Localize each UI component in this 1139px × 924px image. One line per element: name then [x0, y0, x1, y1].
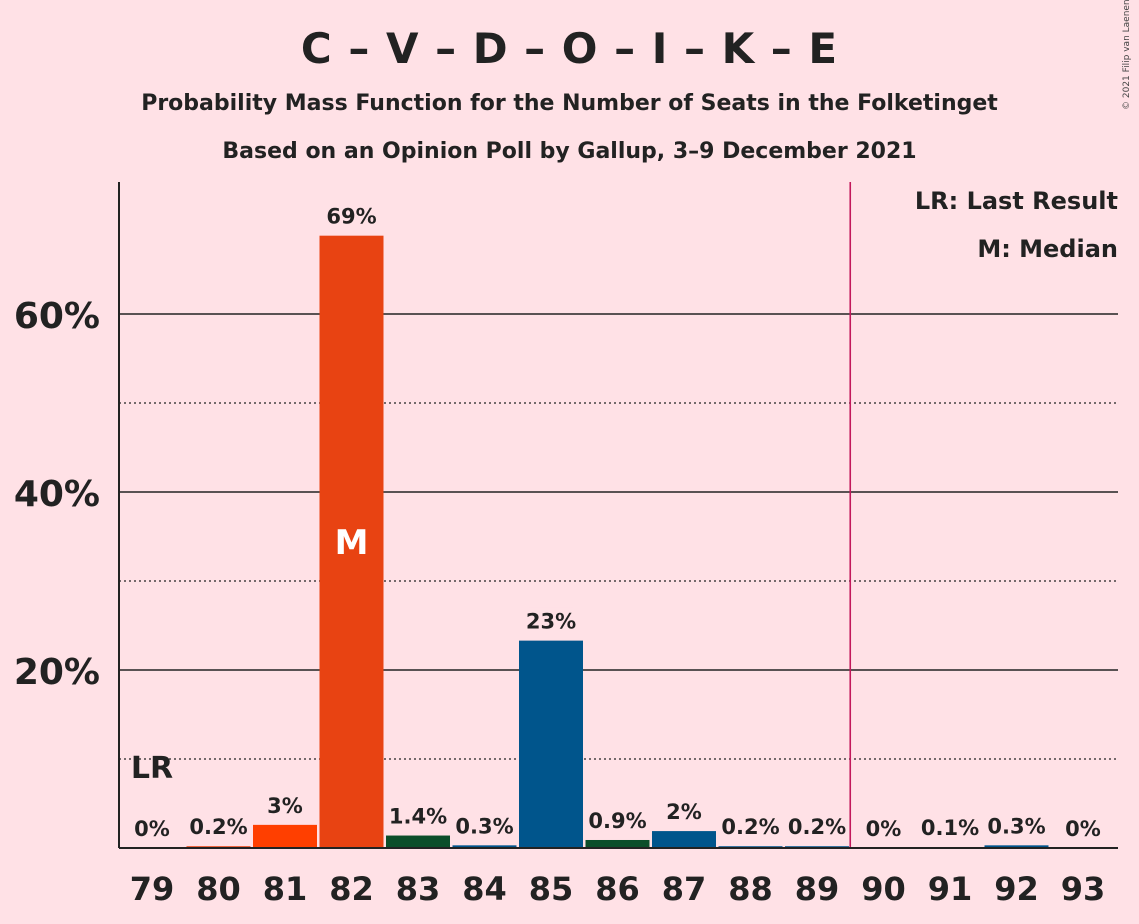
value-label-91: 0.1%	[921, 816, 979, 840]
value-label-80: 0.2%	[189, 815, 247, 839]
value-label-85: 23%	[526, 610, 576, 634]
value-label-bg	[722, 813, 779, 842]
bar-87	[652, 831, 716, 848]
x-tick-label-90: 90	[861, 870, 906, 908]
y-tick-label: 60%	[14, 296, 100, 337]
value-label-bg	[390, 802, 446, 831]
x-tick-label-80: 80	[196, 870, 241, 908]
chart-subtitle-source: Based on an Opinion Poll by Gallup, 3–9 …	[222, 139, 917, 164]
x-tick-label-91: 91	[928, 870, 973, 908]
value-label-bg	[269, 791, 301, 820]
value-label-bg	[589, 806, 646, 835]
value-label-84: 0.3%	[455, 814, 513, 838]
x-tick-label-84: 84	[462, 870, 507, 908]
bar-86	[585, 839, 650, 848]
x-tick-label-82: 82	[329, 870, 374, 908]
value-label-88: 0.2%	[721, 815, 779, 839]
chart-title: C – V – D – O – I – K – E	[300, 24, 839, 73]
value-label-bg	[867, 815, 900, 843]
chart-subtitle: Probability Mass Function for the Number…	[141, 91, 998, 116]
median-marker: M	[335, 523, 369, 563]
x-tick-label-85: 85	[529, 870, 574, 908]
value-label-86: 0.9%	[588, 809, 646, 833]
x-tick-label-86: 86	[595, 870, 640, 908]
value-label-90: 0%	[866, 817, 902, 841]
legend-last-result: LR: Last Result	[915, 187, 1118, 215]
value-label-bg	[136, 815, 168, 843]
bar-92	[984, 845, 1049, 848]
value-labels: 0% 0.2% 3% 69% 1.4% 0.3% 23% 0.9% 2% 0.2% 0.2% 0% 0.…	[131, 202, 1101, 843]
bar-85	[519, 640, 583, 848]
value-label-bg	[190, 813, 247, 842]
value-label-bg	[922, 814, 978, 843]
value-label-87: 2%	[666, 800, 702, 824]
x-tick-label-87: 87	[662, 870, 707, 908]
value-label-bg	[1067, 815, 1099, 843]
last-result-marker: LR	[131, 751, 173, 786]
y-tick-label: 40%	[14, 474, 100, 515]
value-label-bg	[988, 812, 1045, 841]
bar-84	[452, 845, 517, 848]
value-label-82: 69%	[326, 205, 376, 229]
x-tick-label-81: 81	[263, 870, 308, 908]
x-tick-label-83: 83	[396, 870, 441, 908]
value-label-bg	[789, 813, 845, 842]
x-tick-label-79: 79	[130, 870, 175, 908]
value-label-bg	[529, 607, 573, 636]
value-label-83: 1.4%	[389, 805, 447, 829]
value-label-93: 0%	[1065, 817, 1101, 841]
gridlines	[119, 182, 1118, 848]
bar-83	[386, 835, 450, 848]
y-tick-label: 20%	[14, 652, 100, 693]
bar-81	[253, 824, 317, 848]
legend-median: M: Median	[977, 235, 1118, 263]
value-label-79: 0%	[134, 817, 170, 841]
axes: 20% 40% 60% 79 80 81 82 83 84 85 86 87 88 89 90 91 92 93	[14, 182, 1118, 908]
bars	[186, 235, 1049, 848]
value-label-bg	[668, 798, 700, 827]
value-label-92: 0.3%	[987, 814, 1045, 838]
bar-82	[319, 235, 384, 848]
value-label-bg	[329, 202, 374, 231]
value-label-bg	[456, 812, 513, 841]
value-label-81: 3%	[267, 794, 303, 818]
x-tick-label-92: 92	[994, 870, 1039, 908]
x-tick-label-88: 88	[728, 870, 773, 908]
x-tick-label-89: 89	[795, 870, 840, 908]
x-tick-label-93: 93	[1061, 870, 1106, 908]
value-label-89: 0.2%	[788, 815, 846, 839]
